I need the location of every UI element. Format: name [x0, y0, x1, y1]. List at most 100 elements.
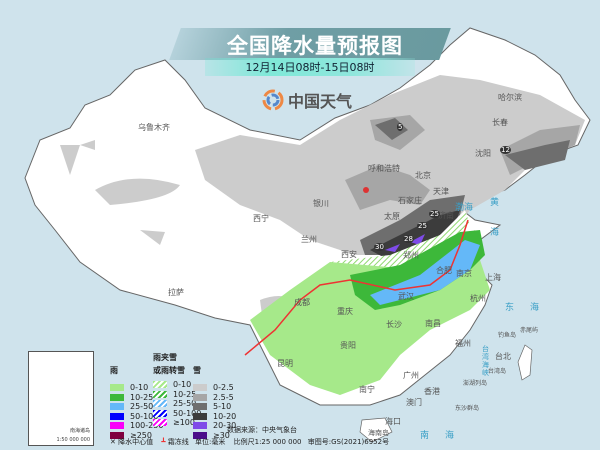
logo-text: 中国天气 — [288, 92, 353, 111]
legend-rain-title: 雨 — [110, 366, 118, 375]
city-label: 昆明 — [277, 359, 293, 368]
city-label: 合肥 — [436, 266, 452, 275]
cma-weather-swirl-logo-icon — [262, 89, 284, 111]
sea-label: 台湾海峡 — [482, 345, 489, 377]
city-label: 济南 — [438, 211, 454, 220]
inset-scale: 1:50 000 000 — [56, 437, 91, 443]
hainan-island — [359, 417, 393, 443]
city-label: 银川 — [313, 199, 329, 208]
city-label: 香港 — [424, 387, 440, 396]
freezing-line — [244, 219, 469, 356]
south-china-sea-inset: 南海诸岛 1:50 000 000 — [28, 351, 94, 446]
legend-front-label: 霜冻线 — [167, 438, 189, 446]
legend-approval: 审图号:GS(2021)6952号 — [307, 438, 390, 446]
city-label: 哈尔滨 — [498, 93, 522, 102]
snow-patches-west — [60, 140, 295, 315]
beijing-marker — [363, 187, 369, 193]
legend-label: 2.5-5 — [213, 392, 234, 402]
city-label: 澳门 — [406, 398, 422, 407]
logo: 中国天气 — [262, 88, 352, 112]
swatch — [193, 384, 207, 391]
legend-unit: 单位:毫米 — [195, 438, 226, 446]
precip-center-x-icon: ✕ — [110, 438, 116, 446]
city-label: 上海 — [485, 273, 501, 282]
island-label: 台湾岛 — [488, 368, 507, 375]
city-label: 长春 — [492, 118, 508, 127]
legend-mixed: 雨夹雪 或雨转雪 0-10 10-25 25-50 50-100 ≥100 — [153, 352, 201, 428]
snow-moderate — [345, 115, 580, 210]
swatch — [193, 422, 207, 429]
island-label: 澎湖列岛 — [463, 380, 488, 387]
center-value: 12 — [500, 146, 511, 154]
city-label: 台北 — [495, 352, 511, 361]
swatch — [193, 403, 207, 410]
page-title: 全国降水量预报图 — [227, 34, 403, 58]
legend-label: 25-50 — [130, 402, 154, 411]
city-label: 贵阳 — [340, 341, 356, 350]
city-label: 拉萨 — [168, 288, 184, 297]
center-value: 5 — [397, 123, 404, 131]
sea-label: 海 — [530, 303, 540, 313]
sea-label: 黄 — [490, 198, 500, 208]
subtitle: 12月14日08时-15日08时 — [245, 61, 375, 74]
island-label: 东沙群岛 — [455, 405, 480, 412]
sea-label: 南 — [420, 431, 430, 441]
city-label: 南京 — [456, 269, 472, 278]
swatch — [153, 381, 167, 388]
swatch — [153, 419, 167, 426]
city-label: 重庆 — [337, 307, 353, 316]
center-value: 30 — [374, 243, 385, 251]
city-label: 武汉 — [398, 292, 414, 301]
rain-heavy — [370, 240, 480, 305]
city-label: 沈阳 — [475, 149, 491, 158]
city-label: 北京 — [415, 171, 431, 180]
legend-scale: 比例尺1:25 000 000 — [233, 438, 302, 446]
inset-label: 南海诸岛 — [69, 428, 90, 434]
legend-label: ≥250 — [130, 430, 152, 440]
center-value: 28 — [403, 235, 414, 243]
legend-label: 10-25 — [130, 392, 154, 402]
mixed-precip-hatched — [330, 210, 470, 275]
legend-label: 0-10 — [130, 383, 149, 392]
swatch — [193, 393, 207, 401]
swatch — [110, 422, 124, 429]
city-label: 乌鲁木齐 — [138, 123, 170, 132]
sea-label: 海 — [445, 431, 455, 441]
city-label: 福州 — [455, 339, 471, 348]
center-value: 25 — [417, 222, 428, 230]
legend-mixed-title: 或雨转雪 — [153, 366, 185, 375]
city-label: 长沙 — [386, 320, 402, 329]
legend-center-label: 降水中心值 — [118, 438, 154, 446]
legend-rain: 雨 0-10 10-25 25-50 50-100 100-250 ≥250 — [110, 365, 163, 440]
city-label: 呼和浩特 — [368, 164, 400, 173]
city-label: 太原 — [384, 212, 400, 221]
legend-label: ≥100 — [173, 418, 195, 427]
city-label: 广州 — [403, 371, 419, 380]
city-label: 石家庄 — [398, 196, 422, 205]
legend-label: ≥30 — [213, 430, 230, 440]
freezing-line-icon: ┻ — [161, 438, 166, 446]
sea-label: 海 — [490, 228, 500, 238]
city-label: 西宁 — [253, 214, 269, 223]
island-label: 钓鱼岛 — [498, 332, 517, 339]
sea-label: 东 — [505, 303, 515, 313]
legend-label: 10-25 — [173, 389, 197, 399]
city-label: 海口 — [385, 417, 401, 426]
legend-label: 0-2.5 — [213, 383, 234, 392]
taiwan-island — [517, 344, 533, 381]
city-label: 兰州 — [301, 235, 317, 244]
sea-label: 渤海 — [455, 203, 474, 213]
legend-label: 20-30 — [213, 421, 237, 430]
snow-very-heavy — [370, 210, 460, 258]
legend-footer: ✕ 降水中心值 ┻ 霜冻线 单位:毫米 比例尺1:25 000 000 审图号:… — [110, 437, 389, 447]
legend-source: 数据来源：中央气象台 — [227, 426, 297, 434]
city-label: 西安 — [341, 250, 357, 259]
legend-label: 25-50 — [173, 399, 197, 408]
city-label: 成都 — [294, 298, 310, 307]
city-label: 杭州 — [470, 294, 486, 303]
snow-heavy — [360, 118, 570, 255]
swatch — [193, 431, 207, 439]
swatch — [110, 403, 124, 410]
swatch — [110, 393, 124, 401]
swatch — [193, 412, 207, 420]
